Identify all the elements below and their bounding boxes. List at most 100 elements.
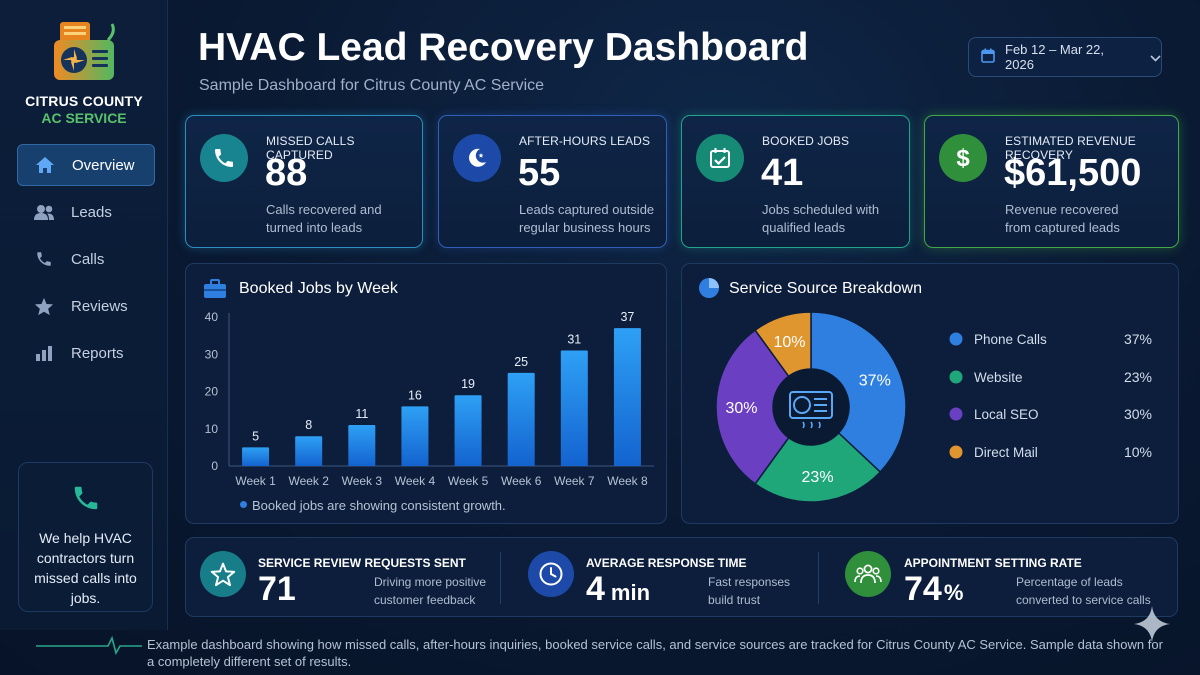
bar-value-label: 31 (567, 333, 581, 347)
y-tick-label: 10 (205, 422, 219, 436)
kpi-card-missed-calls[interactable]: MISSED CALLS CAPTURED 88 Calls recovered… (185, 115, 423, 248)
sidebar-item-label: Reviews (71, 297, 128, 315)
legend-label: Website (974, 370, 1023, 385)
stat-value: 71 (258, 570, 296, 609)
x-tick-label: Week 4 (395, 474, 436, 488)
bar (560, 350, 588, 466)
page-title: HVAC Lead Recovery Dashboard (198, 26, 809, 69)
donut-hole (773, 369, 849, 445)
bar-chart-title: Booked Jobs by Week (239, 280, 398, 297)
sidebar-item-leads[interactable]: Leads (17, 191, 155, 233)
sidebar-item-reviews[interactable]: Reviews (17, 285, 155, 327)
calendar-icon (981, 48, 995, 66)
dollar-icon: $ (939, 134, 987, 182)
clock-icon (528, 551, 574, 597)
kpi-description: Leads captured outside regular business … (519, 202, 655, 235)
footer-note: Example dashboard showing how missed cal… (147, 637, 1163, 669)
stat-description: Percentage of leads converted to service… (1016, 575, 1151, 607)
kpi-description: Jobs scheduled with qualified leads (762, 202, 880, 235)
stat-number: 4 (586, 570, 605, 608)
legend-swatch (949, 407, 963, 421)
sidebar-item-calls[interactable]: Calls (17, 238, 155, 280)
home-icon (34, 155, 56, 175)
heartbeat-line-icon (36, 635, 142, 656)
sidebar-item-label: Overview (72, 156, 135, 174)
bar-value-label: 19 (461, 377, 475, 391)
stat-label: SERVICE REVIEW REQUESTS SENT (258, 556, 466, 570)
x-tick-label: Week 6 (501, 474, 542, 488)
legend-label: Local SEO (974, 407, 1039, 422)
pie-chart-title: Service Source Breakdown (729, 280, 922, 297)
bar (507, 372, 535, 466)
legend-value: 30% (1124, 406, 1152, 422)
brand-name-line2: AC SERVICE (41, 110, 127, 126)
briefcase-icon (203, 279, 227, 304)
stat-unit: % (943, 580, 964, 605)
kpi-value: 41 (761, 152, 804, 194)
kpi-value: 55 (518, 152, 561, 194)
bottom-stats-bar: SERVICE REVIEW REQUESTS SENT 71 Driving … (185, 537, 1178, 617)
page-subtitle: Sample Dashboard for Citrus County AC Se… (199, 77, 545, 94)
y-tick-label: 0 (211, 459, 218, 473)
bar-value-label: 37 (620, 310, 634, 324)
stat-review-requests[interactable]: SERVICE REVIEW REQUESTS SENT 71 Driving … (186, 538, 496, 618)
sidebar-item-label: Leads (71, 203, 112, 221)
booked-jobs-panel: Booked Jobs by Week 0 10 20 30 40 5 Week 1 8 Wee… (185, 263, 667, 524)
bar-value-label: 16 (408, 388, 422, 402)
kpi-card-after-hours[interactable]: AFTER-HOURS LEADS 55 Leads captured outs… (438, 115, 667, 248)
phone-icon (19, 483, 152, 518)
sidebar-item-label: Reports (71, 344, 124, 362)
legend-swatch (949, 332, 963, 346)
kpi-label: AFTER-HOURS LEADS (519, 134, 651, 148)
y-tick-label: 20 (205, 385, 219, 399)
sidebar: CITRUS COUNTY AC SERVICE Overview Leads … (0, 0, 168, 630)
y-tick-label: 30 (205, 347, 219, 361)
pie-value-label: 23% (802, 469, 834, 486)
sidebar-item-overview[interactable]: Overview (17, 144, 155, 186)
legend-label: Direct Mail (974, 445, 1038, 460)
stat-appointment-rate[interactable]: APPOINTMENT SETTING RATE 74% Percentage … (831, 538, 1176, 618)
sidebar-item-reports[interactable]: Reports (17, 332, 155, 374)
star-icon (33, 296, 55, 316)
kpi-label: BOOKED JOBS (762, 134, 850, 148)
x-tick-label: Week 7 (554, 474, 595, 488)
bar-chart-icon (33, 343, 55, 363)
sidebar-nav: Overview Leads Calls Reviews Reports (17, 144, 155, 379)
stat-value: 74% (904, 570, 963, 609)
bar (348, 425, 376, 466)
x-tick-label: Week 8 (607, 474, 648, 488)
pie-value-label: 30% (725, 400, 757, 417)
users-icon (33, 202, 55, 222)
legend-swatch (949, 445, 963, 459)
kpi-label: ESTIMATED REVENUE RECOVERY (1005, 134, 1136, 162)
stat-response-time[interactable]: AVERAGE RESPONSE TIME 4 min Fast response… (516, 538, 816, 618)
bar (613, 328, 641, 466)
bar-value-label: 25 (514, 355, 528, 369)
stat-number: 74 (904, 570, 942, 608)
bar (242, 447, 270, 466)
team-icon (845, 551, 891, 597)
legend-swatch (949, 370, 963, 384)
sidebar-item-label: Calls (71, 250, 105, 268)
pie-value-label: 10% (774, 334, 806, 351)
pie-chart-icon (698, 277, 720, 304)
date-range-picker[interactable]: Feb 12 – Mar 22, 2026 (968, 37, 1162, 77)
x-tick-label: Week 1 (235, 474, 276, 488)
x-tick-label: Week 3 (342, 474, 383, 488)
service-source-panel: Service Source Breakdown 37% 23% 30% 10% Pho… (681, 263, 1179, 524)
pie-value-label: 37% (859, 372, 891, 389)
stat-description: Driving more positive customer feedback (374, 575, 487, 607)
star-icon (200, 551, 246, 597)
stat-value: 4 min (586, 570, 650, 609)
brand-name-line1: CITRUS COUNTY (25, 93, 143, 109)
y-tick-label: 40 (205, 310, 219, 324)
kpi-card-booked-jobs[interactable]: BOOKED JOBS 41 Jobs scheduled with quali… (681, 115, 910, 248)
chevron-down-icon (1150, 50, 1161, 65)
divider (500, 552, 501, 604)
kpi-card-revenue-recovery[interactable]: $ ESTIMATED REVENUE RECOVERY $61,500 Rev… (924, 115, 1179, 248)
stat-label: AVERAGE RESPONSE TIME (586, 556, 747, 570)
stat-description: Fast responses build trust (708, 575, 791, 607)
x-tick-label: Week 5 (448, 474, 489, 488)
sparkle-icon (1134, 606, 1170, 642)
svg-text:$: $ (956, 145, 970, 171)
